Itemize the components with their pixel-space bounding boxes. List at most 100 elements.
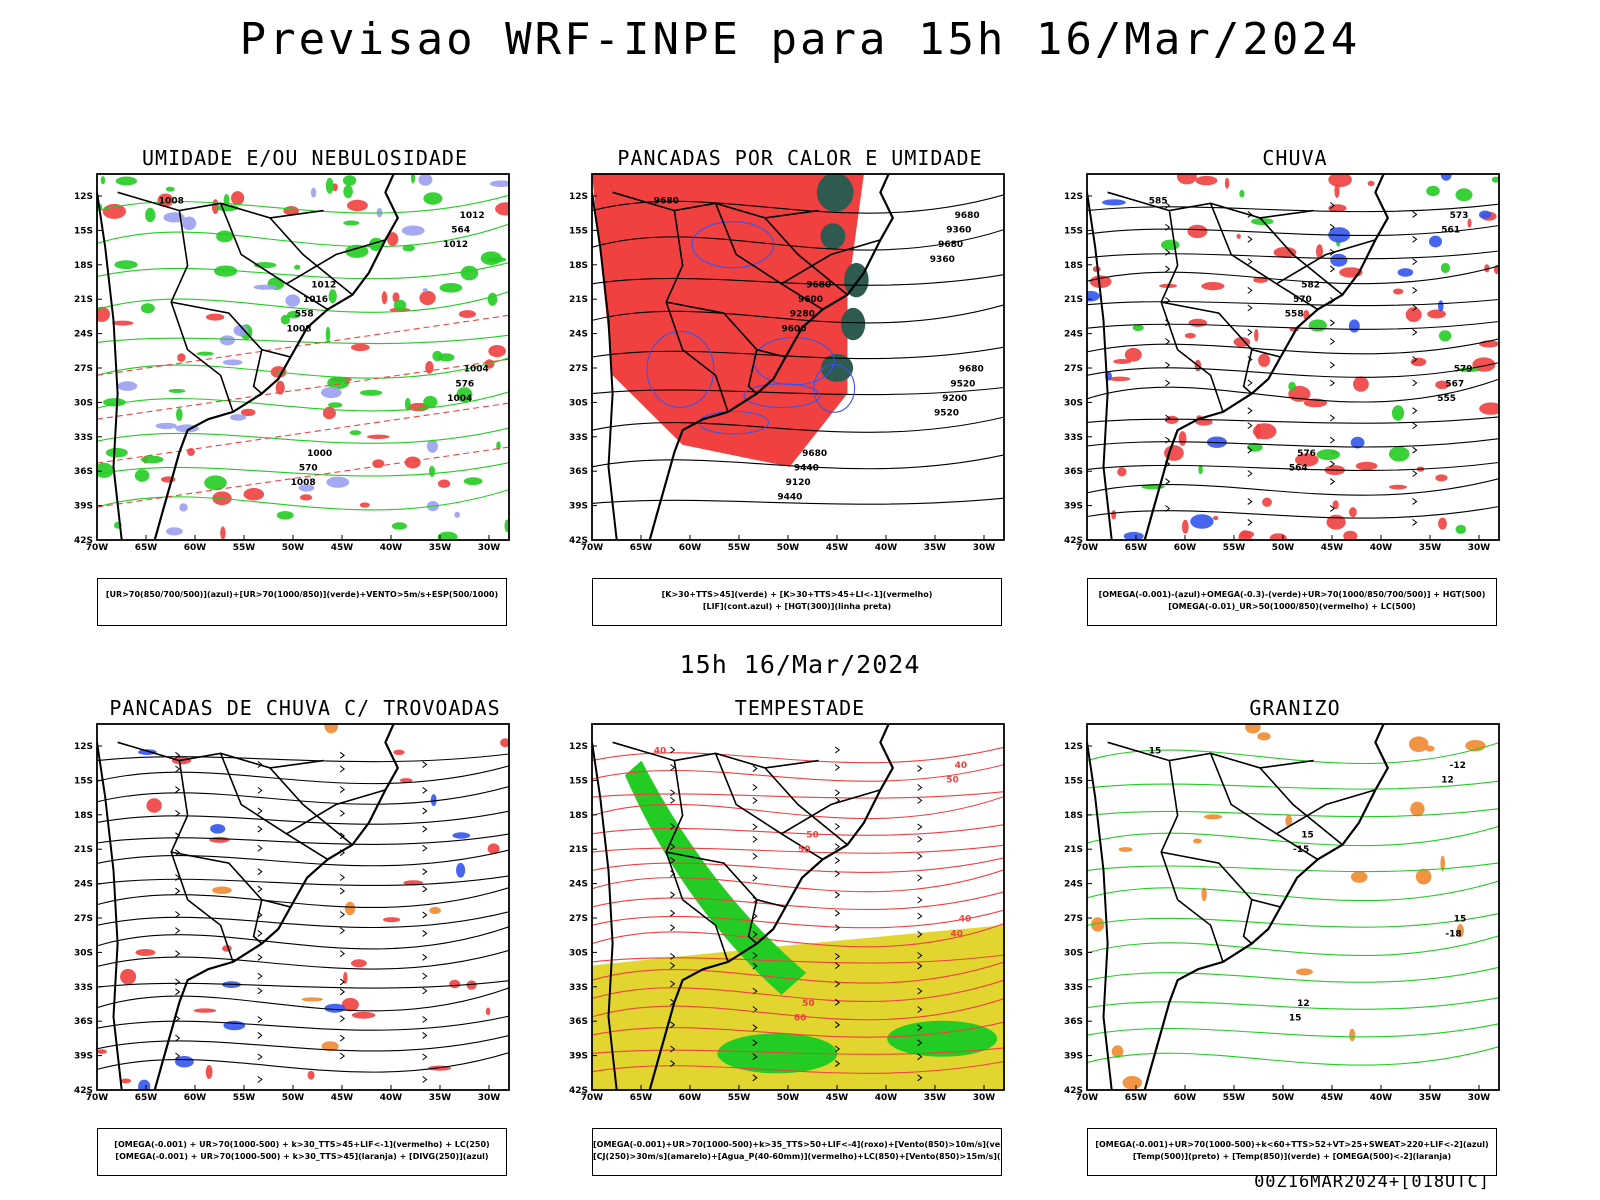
wind-arrow xyxy=(917,1024,923,1032)
thickness-contour xyxy=(97,314,509,376)
lat-tick-label: 36S xyxy=(1064,1017,1083,1027)
field-patch xyxy=(1308,319,1327,332)
wind-arrow xyxy=(339,1034,346,1042)
field-patch xyxy=(426,439,438,453)
lat-tick-label: 27S xyxy=(569,364,588,374)
wind-arrow xyxy=(1329,319,1336,327)
lat-tick-label: 42S xyxy=(74,1086,93,1096)
coastline xyxy=(97,192,123,540)
wind-arrow xyxy=(422,868,428,876)
contour-label: 579 xyxy=(1454,365,1473,375)
lon-tick-label: 30W xyxy=(973,543,996,553)
wind-arrow xyxy=(1247,470,1253,477)
teal-patch xyxy=(820,223,846,250)
contour-label: 9520 xyxy=(950,379,975,389)
contour-line xyxy=(592,979,1004,1002)
wind-arrow xyxy=(670,1060,676,1067)
wind-arrow xyxy=(339,874,346,881)
coastline xyxy=(1087,742,1113,1090)
wind-arrow xyxy=(339,751,346,759)
contour-label: 1004 xyxy=(447,394,472,404)
field-patch xyxy=(1426,185,1440,197)
wind-arrow xyxy=(917,797,923,804)
contour-line xyxy=(97,753,509,763)
state-border xyxy=(714,203,824,311)
state-border xyxy=(269,767,353,846)
legend-line: [OMEGA(-0.001) + UR>70(1000-500) + k>30_… xyxy=(114,1140,490,1149)
field-patch xyxy=(485,1007,491,1016)
field-patch xyxy=(496,441,501,451)
lon-tick-label: 70W xyxy=(1076,543,1099,553)
lon-tick-label: 60W xyxy=(679,1093,702,1103)
lat-tick-label: 42S xyxy=(74,536,93,546)
wind-arrow xyxy=(834,980,841,988)
field-patch xyxy=(489,180,509,187)
lif-contour xyxy=(691,221,775,269)
map-layer: 15 15 15 12 -12 -15 -18 15 12 xyxy=(1087,724,1499,1090)
contour-label: -15 xyxy=(1293,845,1309,855)
field-patch xyxy=(1458,367,1480,373)
wind-arrow xyxy=(834,746,841,754)
field-patch xyxy=(1201,282,1225,291)
wind-arrow xyxy=(917,952,923,959)
field-patch xyxy=(430,794,437,807)
field-patch xyxy=(480,251,502,265)
wind-arrow xyxy=(257,1016,263,1023)
wind-arrow xyxy=(1247,519,1253,526)
state-border xyxy=(1209,203,1319,311)
wind-arrow xyxy=(834,857,841,864)
lon-tick-label: 30W xyxy=(478,1093,501,1103)
panel-title: UMIDADE E/OU NEBULOSIDADE xyxy=(141,146,469,170)
contour-line xyxy=(592,194,1004,214)
lat-tick-label: 30S xyxy=(1064,948,1083,958)
wind-arrow xyxy=(422,825,428,833)
state-border xyxy=(781,789,881,835)
state-border xyxy=(1177,899,1224,963)
contour-line xyxy=(1087,378,1499,403)
wind-arrow xyxy=(834,909,841,917)
coastline xyxy=(1087,192,1113,540)
wind-area xyxy=(717,1033,838,1074)
field-patch xyxy=(179,503,188,512)
wind-arrow xyxy=(834,823,841,830)
legend-pancadas-calor: [K>30+TTS>45](verde) + [K>30+TTS>45+LI<-… xyxy=(592,578,1002,626)
field-patch xyxy=(1440,174,1452,181)
wind-arrow xyxy=(917,987,923,995)
field-patch xyxy=(324,1003,346,1013)
field-patch xyxy=(1117,467,1127,477)
map-frame xyxy=(1086,723,1500,1091)
wind-arrow xyxy=(917,1053,923,1061)
field-patch xyxy=(439,283,463,293)
state-border xyxy=(252,899,263,945)
wind-arrow xyxy=(339,1015,346,1023)
contour-line xyxy=(1087,478,1499,496)
teal-patch xyxy=(844,262,869,298)
wind-arrow xyxy=(670,796,676,804)
wind-arrow xyxy=(1329,478,1336,485)
field-patch xyxy=(418,174,433,186)
contour-line xyxy=(97,462,509,477)
map-layer: 585 582 579 576 573 570 567 564 561 558 555 xyxy=(1087,174,1499,540)
wind-arrow xyxy=(752,962,758,970)
field-patch xyxy=(1440,262,1450,274)
field-patch xyxy=(1118,847,1133,852)
state-border xyxy=(1107,741,1314,769)
contour-line xyxy=(592,416,1004,433)
lat-tick-label: 30S xyxy=(74,948,93,958)
lat-tick-label: 18S xyxy=(569,811,588,821)
contour-line xyxy=(592,961,1004,984)
contour-label: 50 xyxy=(946,776,959,786)
contour-label: 9600 xyxy=(782,324,807,334)
contour-line xyxy=(592,998,1004,1021)
field-patch xyxy=(1269,533,1287,540)
wind-arrow xyxy=(917,823,923,831)
thickness-contour xyxy=(97,358,509,420)
lat-tick-label: 12S xyxy=(74,192,93,202)
field-patch xyxy=(1353,376,1369,392)
state-border xyxy=(1242,349,1253,395)
contour-line xyxy=(592,844,1004,854)
contour-line xyxy=(97,980,509,989)
wind-arrow xyxy=(834,764,841,771)
map-tempestade: 40 50 40 50 40 50 40 60 50 12S 15S 18S 21S 24S 27S 30S 3… xyxy=(550,720,1050,1120)
wind-arrow xyxy=(834,952,841,960)
